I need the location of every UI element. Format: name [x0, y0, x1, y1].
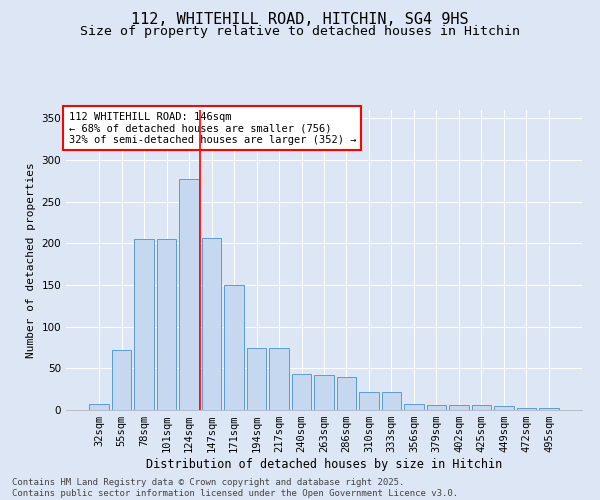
X-axis label: Distribution of detached houses by size in Hitchin: Distribution of detached houses by size … [146, 458, 502, 471]
Bar [292, 374, 311, 410]
Bar [427, 405, 446, 410]
Bar [134, 239, 154, 410]
Bar [314, 375, 334, 410]
Bar [539, 408, 559, 410]
Bar [89, 404, 109, 410]
Bar [382, 392, 401, 410]
Bar [404, 404, 424, 410]
Bar [247, 348, 266, 410]
Bar [224, 285, 244, 410]
Bar [202, 238, 221, 410]
Text: Size of property relative to detached houses in Hitchin: Size of property relative to detached ho… [80, 25, 520, 38]
Bar [157, 239, 176, 410]
Bar [449, 405, 469, 410]
Bar [112, 350, 131, 410]
Bar [179, 179, 199, 410]
Bar [359, 392, 379, 410]
Bar [494, 406, 514, 410]
Text: 112, WHITEHILL ROAD, HITCHIN, SG4 9HS: 112, WHITEHILL ROAD, HITCHIN, SG4 9HS [131, 12, 469, 28]
Text: 112 WHITEHILL ROAD: 146sqm
← 68% of detached houses are smaller (756)
32% of sem: 112 WHITEHILL ROAD: 146sqm ← 68% of deta… [68, 112, 356, 144]
Text: Contains HM Land Registry data © Crown copyright and database right 2025.
Contai: Contains HM Land Registry data © Crown c… [12, 478, 458, 498]
Bar [337, 376, 356, 410]
Bar [269, 348, 289, 410]
Y-axis label: Number of detached properties: Number of detached properties [26, 162, 36, 358]
Bar [517, 408, 536, 410]
Bar [472, 405, 491, 410]
